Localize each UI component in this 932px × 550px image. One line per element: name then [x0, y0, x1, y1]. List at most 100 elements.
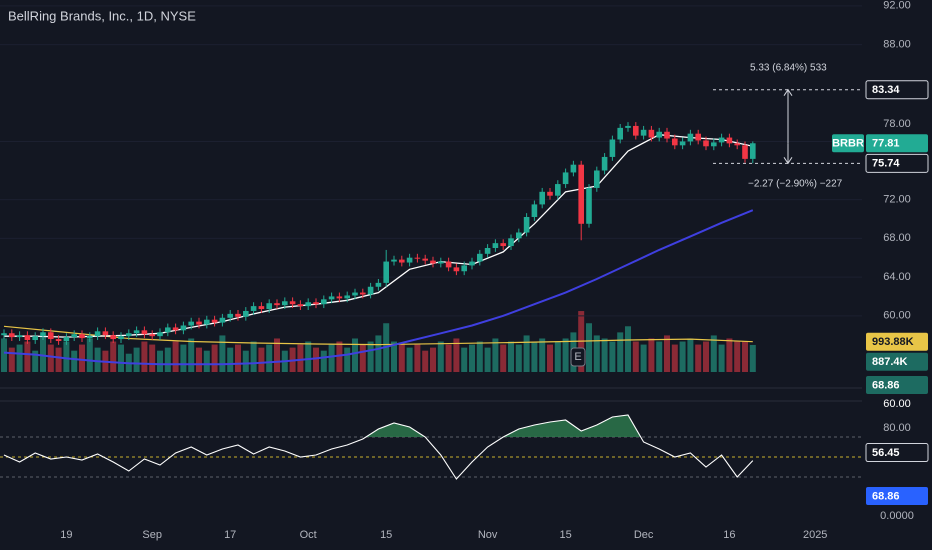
- candle-body: [102, 331, 109, 336]
- candle-body: [383, 261, 389, 283]
- volume-bar: [344, 347, 351, 372]
- volume-bar: [180, 344, 187, 372]
- volume-bar: [164, 347, 171, 372]
- volume-bar: [461, 347, 468, 372]
- candle-body: [274, 303, 280, 306]
- volume-bar: [172, 341, 179, 372]
- volume-bar: [422, 350, 429, 372]
- candle-body: [211, 319, 218, 323]
- candle-body: [445, 261, 452, 268]
- volume-bar: [203, 350, 210, 372]
- candle-body: [648, 129, 655, 138]
- volume-bar: [118, 344, 124, 372]
- candle-body: [219, 317, 226, 323]
- volume-bar: [110, 341, 117, 372]
- candle-body: [375, 282, 382, 287]
- volume-bar: [94, 347, 101, 372]
- volume-bar: [625, 326, 631, 372]
- volume-bar: [406, 347, 413, 372]
- candle-body: [243, 310, 249, 317]
- price-tag-label: 68.86: [872, 490, 900, 502]
- candle-body: [750, 143, 756, 159]
- earnings-label: E: [574, 351, 581, 363]
- x-tick-label: 2025: [803, 529, 827, 541]
- candle-body: [227, 313, 233, 318]
- candle-body: [87, 336, 93, 339]
- measure-down-text: −2.27 (−2.90%) −227: [748, 179, 843, 190]
- candle-body: [180, 325, 187, 331]
- volume-bar: [274, 338, 280, 372]
- volume-bar: [258, 347, 265, 372]
- volume-bar: [242, 350, 249, 372]
- candle-body: [258, 306, 265, 310]
- volume-bar: [16, 344, 23, 372]
- candle-body: [718, 137, 725, 143]
- candle-body: [141, 330, 148, 335]
- candle-body: [531, 204, 538, 217]
- candle-body: [664, 131, 670, 139]
- candle-body: [391, 259, 397, 262]
- price-tag-label: 993.88K: [872, 336, 914, 348]
- price-tag: [865, 153, 929, 173]
- candle-body: [9, 333, 15, 338]
- candle-body: [282, 301, 288, 306]
- price-tag-label: 75.74: [872, 158, 900, 170]
- candle-body: [188, 321, 194, 326]
- candle-body: [430, 260, 436, 264]
- volume-bar: [375, 335, 382, 372]
- volume-bar: [157, 350, 163, 372]
- volume-bar: [336, 341, 343, 372]
- volume-bar: [601, 338, 608, 372]
- price-tag-label: 68.86: [872, 379, 900, 391]
- candle-body: [539, 191, 545, 205]
- volume-bar: [86, 338, 93, 372]
- volume-bar: [562, 338, 569, 372]
- indicator-tick: 0.0000: [880, 510, 914, 522]
- candle-body: [734, 143, 740, 146]
- volume-bar: [679, 341, 686, 372]
- candle-body: [297, 304, 304, 307]
- candle-body: [438, 261, 444, 264]
- ticker-label: BRBR: [832, 138, 864, 150]
- volume-bar: [367, 341, 374, 372]
- price-tag-label: 887.4K: [872, 356, 908, 368]
- y-tick-label: 88.00: [883, 38, 911, 50]
- volume-bar: [508, 341, 514, 372]
- candle-body: [266, 303, 272, 310]
- candle-body: [328, 296, 335, 300]
- candle-body: [422, 258, 428, 261]
- x-tick-label: Nov: [478, 529, 498, 541]
- y-tick-label: 78.00: [883, 118, 911, 130]
- volume-bar: [484, 347, 491, 372]
- volume-bar: [1, 338, 7, 372]
- volume-bar: [79, 344, 85, 372]
- osc-line: [3, 414, 754, 480]
- earnings-badge: [570, 347, 586, 367]
- price-tag: [865, 80, 929, 100]
- volume-bar: [196, 347, 202, 372]
- volume-bar: [586, 323, 592, 372]
- candle-body: [594, 170, 600, 188]
- candle-body: [477, 253, 483, 262]
- volume-bar: [492, 338, 499, 372]
- volume-bar: [664, 335, 670, 372]
- candle-body: [672, 138, 678, 146]
- candle-body: [687, 133, 694, 142]
- candle-body: [204, 319, 210, 325]
- candle-body: [367, 286, 374, 295]
- oscillator-pane: [0, 414, 862, 480]
- candle-body: [742, 145, 748, 159]
- candle-body: [523, 217, 530, 233]
- candle-body: [1, 333, 7, 336]
- volume-bar: [547, 344, 553, 372]
- candle-body: [469, 261, 475, 266]
- volume-bar: [617, 332, 624, 372]
- candle-body: [640, 129, 647, 136]
- volume-bar: [515, 344, 522, 372]
- candle-body: [118, 336, 124, 340]
- volume-bar: [640, 344, 647, 372]
- volume-bar: [235, 344, 241, 372]
- candle-body: [562, 172, 569, 185]
- measure-arrowhead: [783, 88, 793, 96]
- candle-body: [555, 184, 561, 196]
